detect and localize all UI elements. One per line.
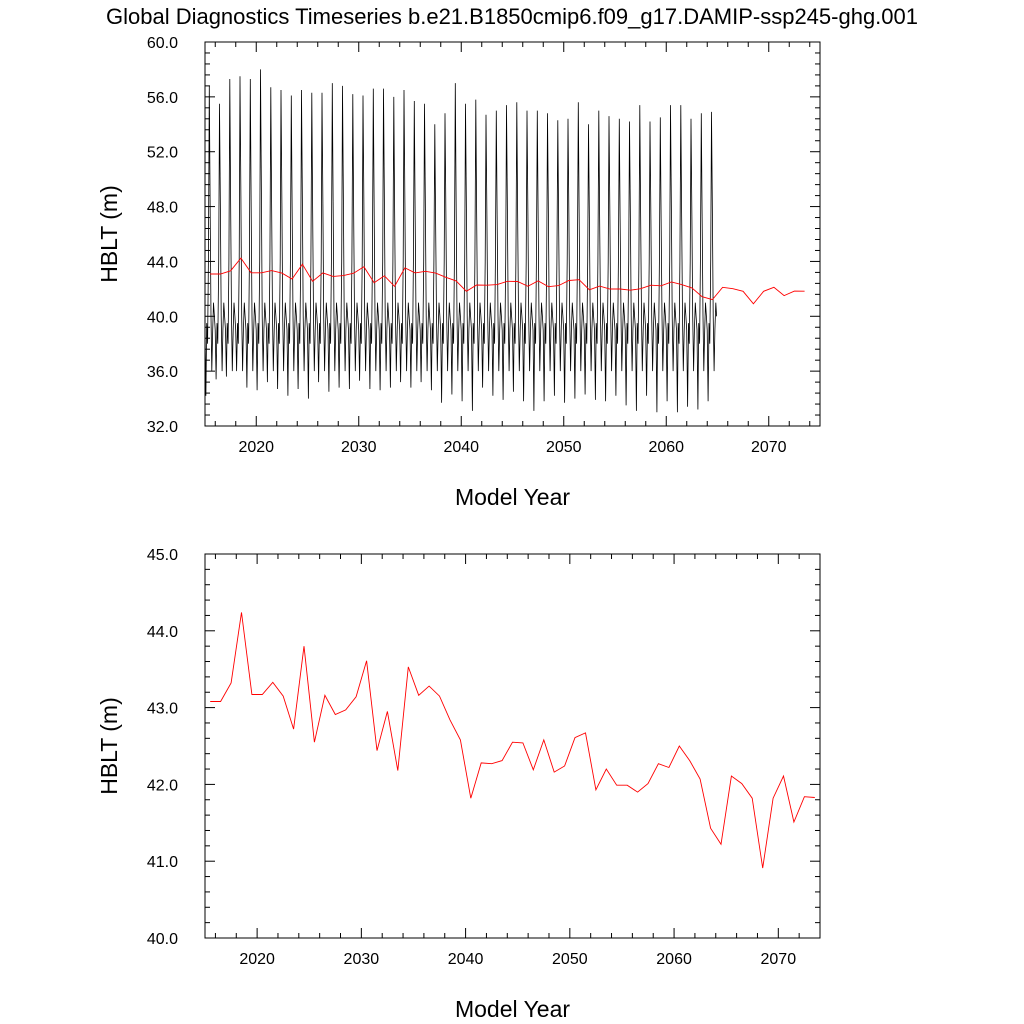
annual-mean-series-line <box>210 612 815 869</box>
y-tick-label: 40.0 <box>147 931 178 948</box>
top-panel: 2020 2030 2040 2050 2060 2070 32.0 36.0 40.0 44.… <box>96 35 821 510</box>
y-tick-label: 42.0 <box>147 777 178 794</box>
x-tick-label: 2070 <box>761 951 797 968</box>
y-tick-label: 40.0 <box>147 309 178 326</box>
bottom-panel-x-axis-label: Model Year <box>455 996 570 1022</box>
top-panel-x-axis-label: Model Year <box>455 484 570 510</box>
x-tick-label: 2050 <box>546 439 582 456</box>
y-tick-label: 32.0 <box>147 419 178 436</box>
top-panel-ticks <box>205 41 820 427</box>
y-tick-label: 56.0 <box>147 90 178 107</box>
top-panel-frame <box>204 41 821 427</box>
monthly-series-line <box>204 69 717 413</box>
annual-mean-series-line <box>210 257 805 305</box>
x-tick-label: 2070 <box>751 439 787 456</box>
x-tick-label: 2020 <box>238 439 274 456</box>
figure-title: Global Diagnostics Timeseries b.e21.B185… <box>106 4 918 29</box>
y-tick-label: 43.0 <box>147 701 178 718</box>
x-tick-label: 2040 <box>443 439 479 456</box>
bottom-panel-frame <box>204 553 821 939</box>
x-tick-label: 2060 <box>656 951 692 968</box>
top-panel-y-tick-labels: 32.0 36.0 40.0 44.0 48.0 52.0 56.0 60.0 <box>147 35 178 436</box>
y-tick-label: 48.0 <box>147 200 178 217</box>
x-tick-label: 2020 <box>239 951 275 968</box>
x-tick-label: 2060 <box>648 439 684 456</box>
y-tick-label: 44.0 <box>147 254 178 271</box>
bottom-panel-x-tick-labels: 2020 2030 2040 2050 2060 2070 <box>239 951 796 968</box>
x-tick-label: 2050 <box>552 951 588 968</box>
y-tick-label: 41.0 <box>147 854 178 871</box>
x-tick-label: 2030 <box>344 951 380 968</box>
x-tick-label: 2030 <box>341 439 377 456</box>
y-tick-label: 60.0 <box>147 35 178 52</box>
x-tick-label: 2040 <box>448 951 484 968</box>
y-tick-label: 45.0 <box>147 547 178 564</box>
y-tick-label: 44.0 <box>147 624 178 641</box>
bottom-panel-y-axis-label: HBLT (m) <box>96 697 122 795</box>
top-panel-y-axis-label: HBLT (m) <box>96 185 122 283</box>
y-tick-label: 52.0 <box>147 145 178 162</box>
bottom-panel-series <box>210 612 815 869</box>
top-panel-x-tick-labels: 2020 2030 2040 2050 2060 2070 <box>238 439 786 456</box>
bottom-panel-ticks <box>205 553 821 939</box>
y-tick-label: 36.0 <box>147 364 178 381</box>
bottom-panel: 2020 2030 2040 2050 2060 2070 40.0 41.0 42.0 43.… <box>96 547 821 1022</box>
bottom-panel-y-tick-labels: 40.0 41.0 42.0 43.0 44.0 45.0 <box>147 547 178 948</box>
top-panel-series <box>204 69 805 413</box>
